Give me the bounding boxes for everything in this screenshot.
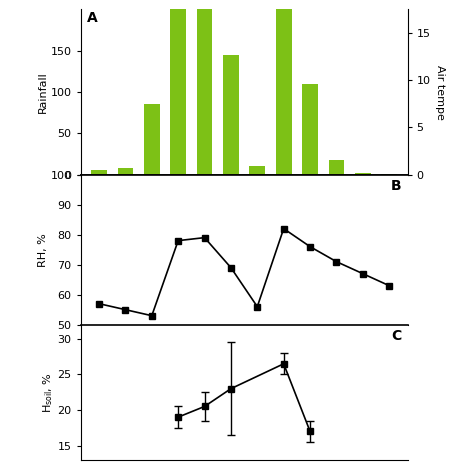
Bar [302,84,318,174]
Y-axis label: RH, %: RH, % [38,233,48,266]
Bar [144,104,160,174]
Bar [249,166,265,174]
Bar [276,9,292,174]
Bar [91,171,107,174]
Text: C: C [391,329,401,343]
Bar [118,168,133,174]
Y-axis label: H$_\mathregular{soil}$, %: H$_\mathregular{soil}$, % [41,372,55,413]
Text: B: B [391,179,401,193]
Bar [170,9,186,174]
Bar [328,160,344,174]
Bar [197,9,212,174]
Bar [223,55,239,174]
Text: A: A [87,11,98,25]
Y-axis label: Air tempe: Air tempe [435,64,445,119]
Bar [355,173,371,174]
Y-axis label: Rainfall: Rainfall [38,71,48,113]
